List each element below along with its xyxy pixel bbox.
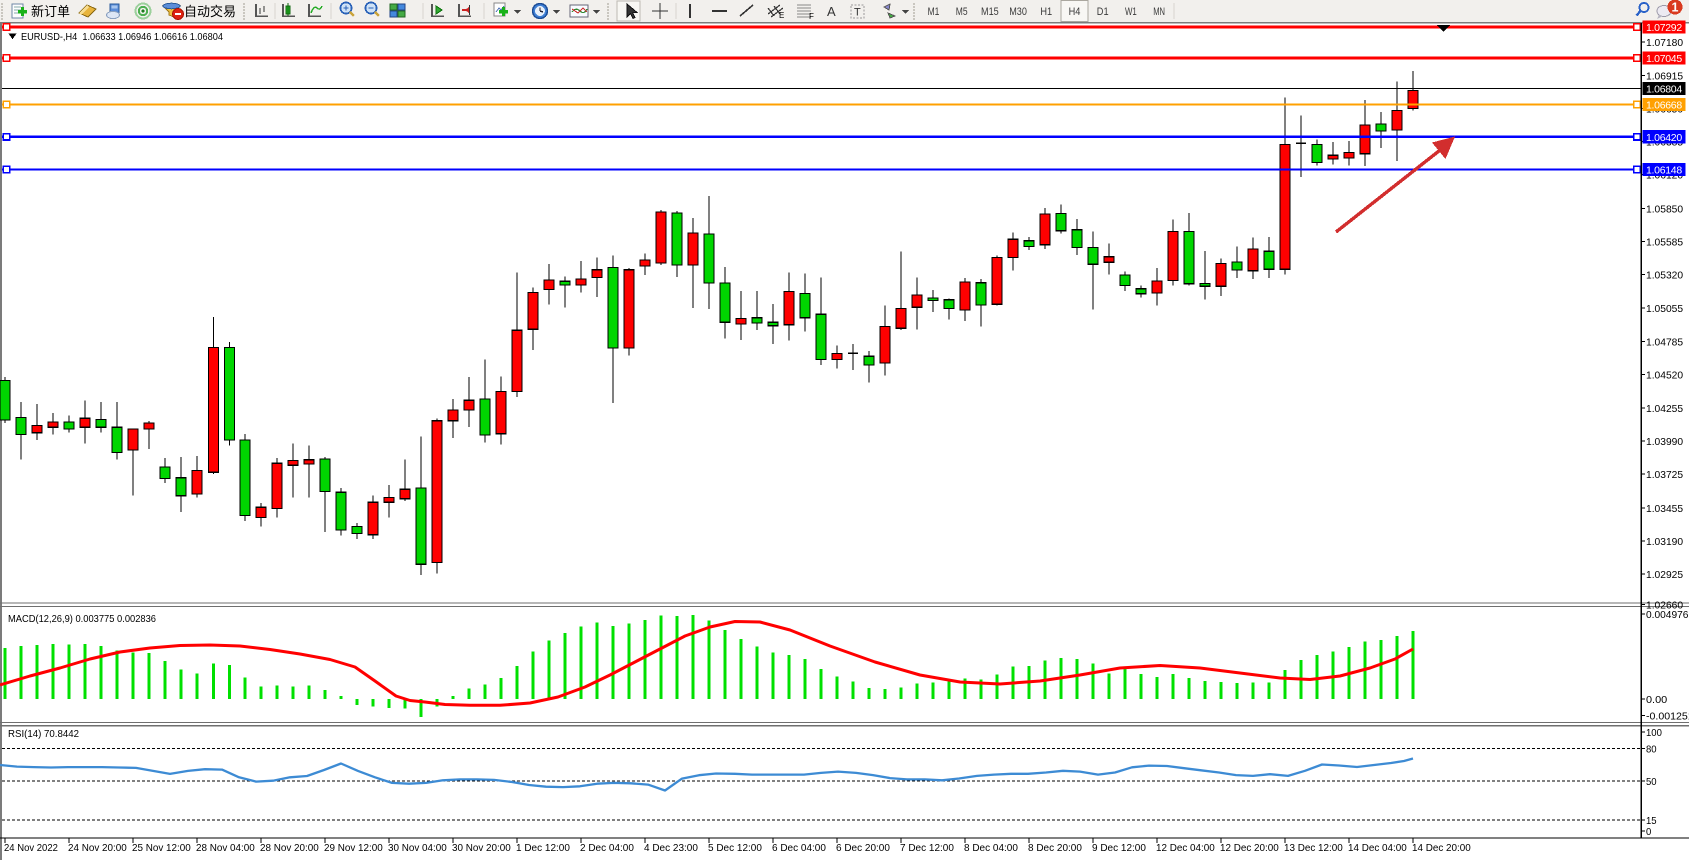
svg-text:8 Dec 20:00: 8 Dec 20:00 [1028,842,1082,854]
svg-text:1.03990: 1.03990 [1646,436,1683,448]
svg-text:6 Dec 20:00: 6 Dec 20:00 [836,842,890,854]
svg-text:5 Dec 12:00: 5 Dec 12:00 [708,842,762,854]
svg-text:100: 100 [1646,727,1662,739]
svg-text:1.05850: 1.05850 [1646,204,1683,216]
svg-text:1.07292: 1.07292 [1646,22,1682,34]
svg-text:E: E [779,11,784,20]
svg-text:50: 50 [1646,776,1657,788]
svg-text:1.07045: 1.07045 [1646,53,1682,65]
svg-text:T: T [854,7,861,19]
svg-text:M15: M15 [981,6,999,18]
svg-text:D1: D1 [1097,6,1109,18]
svg-text:80: 80 [1646,744,1657,756]
svg-text:1.06668: 1.06668 [1646,100,1682,112]
svg-text:8 Dec 04:00: 8 Dec 04:00 [964,842,1018,854]
svg-text:30 Nov 04:00: 30 Nov 04:00 [388,842,447,854]
svg-text:1.02660: 1.02660 [1646,600,1683,612]
svg-text:A: A [827,4,836,19]
svg-text:1.07180: 1.07180 [1646,37,1683,49]
svg-text:1.06148: 1.06148 [1646,165,1682,177]
svg-text:6 Dec 04:00: 6 Dec 04:00 [772,842,826,854]
svg-text:14 Dec 20:00: 14 Dec 20:00 [1412,842,1471,854]
svg-text:F: F [809,12,814,21]
svg-text:1.04785: 1.04785 [1646,337,1683,349]
svg-text:M1: M1 [928,6,940,18]
svg-text:30 Nov 20:00: 30 Nov 20:00 [452,842,511,854]
svg-text:自动交易: 自动交易 [184,4,236,19]
svg-text:1 Dec 12:00: 1 Dec 12:00 [516,842,570,854]
svg-text:7 Dec 12:00: 7 Dec 12:00 [900,842,954,854]
svg-text:MN: MN [1153,6,1165,18]
svg-text:1.06420: 1.06420 [1646,132,1682,144]
svg-text:H4: H4 [1069,6,1081,18]
svg-text:新订单: 新订单 [31,4,70,19]
svg-text:29 Nov 12:00: 29 Nov 12:00 [324,842,383,854]
svg-text:1.02925: 1.02925 [1646,569,1683,581]
svg-text:1.04520: 1.04520 [1646,370,1683,382]
svg-text:1.05320: 1.05320 [1646,270,1683,282]
svg-text:1.03455: 1.03455 [1646,503,1683,515]
svg-text:4 Dec 23:00: 4 Dec 23:00 [644,842,698,854]
svg-text:0: 0 [1646,826,1651,838]
svg-text:28 Nov 20:00: 28 Nov 20:00 [260,842,319,854]
svg-text:1.06915: 1.06915 [1646,70,1683,82]
svg-text:EURUSD-,H4 1.06633 1.06946 1.: EURUSD-,H4 1.06633 1.06946 1.06616 1.068… [21,31,223,43]
svg-text:9 Dec 12:00: 9 Dec 12:00 [1092,842,1146,854]
svg-text:0.00: 0.00 [1646,694,1667,706]
svg-text:MACD(12,26,9) 0.003775 0.00283: MACD(12,26,9) 0.003775 0.002836 [8,613,156,625]
svg-text:1: 1 [1672,1,1679,15]
svg-text:0.004976: 0.004976 [1646,609,1689,621]
svg-text:2 Dec 04:00: 2 Dec 04:00 [580,842,634,854]
svg-text:12 Dec 04:00: 12 Dec 04:00 [1156,842,1215,854]
svg-text:1.03190: 1.03190 [1646,536,1683,548]
svg-text:28 Nov 04:00: 28 Nov 04:00 [196,842,255,854]
svg-text:H1: H1 [1040,6,1052,18]
svg-text:25 Nov 12:00: 25 Nov 12:00 [132,842,191,854]
svg-text:M30: M30 [1009,6,1027,18]
svg-text:24 Nov 20:00: 24 Nov 20:00 [68,842,127,854]
svg-text:W1: W1 [1125,6,1137,18]
svg-text:12 Dec 20:00: 12 Dec 20:00 [1220,842,1279,854]
svg-text:24 Nov 2022: 24 Nov 2022 [4,842,58,854]
svg-text:1.06804: 1.06804 [1646,84,1682,96]
svg-text:1.03725: 1.03725 [1646,469,1683,481]
svg-text:M5: M5 [956,6,968,18]
svg-text:14 Dec 04:00: 14 Dec 04:00 [1348,842,1407,854]
svg-text:1.04255: 1.04255 [1646,403,1683,415]
svg-text:RSI(14) 70.8442: RSI(14) 70.8442 [8,728,79,740]
svg-text:15: 15 [1646,815,1657,827]
svg-text:1.05055: 1.05055 [1646,303,1683,315]
svg-text:13 Dec 12:00: 13 Dec 12:00 [1284,842,1343,854]
svg-text:1.05585: 1.05585 [1646,237,1683,249]
